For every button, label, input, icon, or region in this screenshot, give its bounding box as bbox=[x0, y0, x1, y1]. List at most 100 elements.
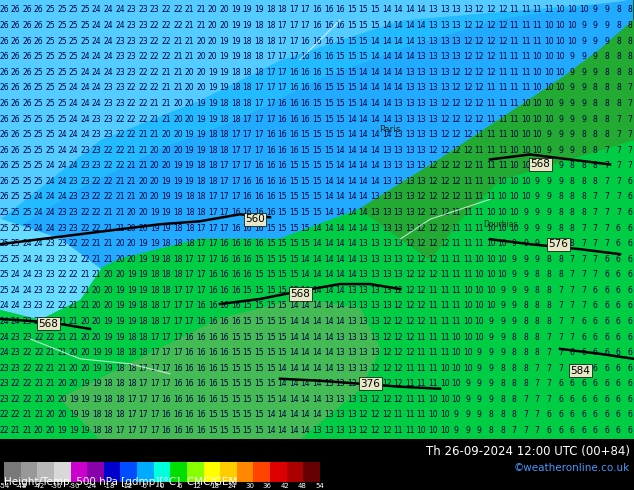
Text: 20: 20 bbox=[208, 5, 217, 15]
Text: 21: 21 bbox=[115, 223, 125, 233]
Text: 16: 16 bbox=[184, 333, 194, 342]
Text: 9: 9 bbox=[569, 146, 574, 155]
Text: 10: 10 bbox=[463, 317, 472, 326]
Text: 10: 10 bbox=[521, 99, 531, 108]
Text: 26: 26 bbox=[0, 68, 9, 77]
Text: 11: 11 bbox=[440, 333, 450, 342]
Text: 11: 11 bbox=[509, 83, 519, 92]
Text: 7: 7 bbox=[604, 146, 609, 155]
Text: 9: 9 bbox=[581, 83, 586, 92]
Text: 15: 15 bbox=[254, 395, 264, 404]
Text: 14: 14 bbox=[370, 177, 380, 186]
Text: 11: 11 bbox=[463, 270, 472, 279]
Text: 8: 8 bbox=[593, 83, 598, 92]
Text: 10: 10 bbox=[521, 130, 531, 139]
Text: 22: 22 bbox=[138, 52, 148, 61]
Text: 17: 17 bbox=[127, 395, 136, 404]
Text: 15: 15 bbox=[243, 364, 252, 373]
Text: 14: 14 bbox=[370, 37, 380, 46]
Text: 16: 16 bbox=[197, 333, 206, 342]
Text: 15: 15 bbox=[219, 411, 229, 419]
Text: 21: 21 bbox=[115, 193, 125, 201]
Text: 14: 14 bbox=[335, 239, 345, 248]
Text: 10: 10 bbox=[498, 223, 507, 233]
Text: 6: 6 bbox=[628, 426, 633, 435]
Text: 6: 6 bbox=[178, 484, 182, 490]
Text: 22: 22 bbox=[11, 411, 20, 419]
Text: 14: 14 bbox=[370, 68, 380, 77]
Text: 13: 13 bbox=[335, 426, 345, 435]
Text: 19: 19 bbox=[92, 395, 101, 404]
Text: 19: 19 bbox=[231, 52, 241, 61]
Text: 25: 25 bbox=[68, 5, 79, 15]
Text: 13: 13 bbox=[382, 301, 391, 311]
Text: 17: 17 bbox=[278, 68, 287, 77]
Text: 8: 8 bbox=[547, 270, 551, 279]
Text: 22: 22 bbox=[127, 83, 136, 92]
Text: 26: 26 bbox=[0, 177, 9, 186]
Text: 18: 18 bbox=[197, 193, 206, 201]
Text: 11: 11 bbox=[463, 239, 472, 248]
Text: 18: 18 bbox=[115, 379, 125, 389]
Text: 23: 23 bbox=[103, 99, 113, 108]
Text: 8: 8 bbox=[581, 208, 586, 217]
Text: 9: 9 bbox=[477, 426, 482, 435]
Text: 26: 26 bbox=[22, 52, 32, 61]
Text: 18: 18 bbox=[197, 208, 206, 217]
Text: 13: 13 bbox=[347, 426, 356, 435]
Text: 17: 17 bbox=[197, 223, 206, 233]
Text: 9: 9 bbox=[569, 52, 574, 61]
Text: 14: 14 bbox=[382, 52, 391, 61]
Text: 19: 19 bbox=[138, 255, 148, 264]
Text: 12: 12 bbox=[463, 130, 472, 139]
Text: 14: 14 bbox=[312, 255, 322, 264]
Text: 25: 25 bbox=[46, 83, 55, 92]
Text: 10: 10 bbox=[544, 52, 553, 61]
Text: 19: 19 bbox=[254, 5, 264, 15]
Text: 11: 11 bbox=[521, 5, 531, 15]
Text: 9: 9 bbox=[593, 37, 598, 46]
Text: 12: 12 bbox=[405, 333, 415, 342]
Text: 14: 14 bbox=[301, 348, 310, 357]
Text: 11: 11 bbox=[486, 83, 496, 92]
Polygon shape bbox=[420, 0, 634, 439]
Text: 12: 12 bbox=[463, 52, 472, 61]
Text: 10: 10 bbox=[567, 21, 577, 30]
Text: 19: 19 bbox=[219, 68, 229, 77]
Text: 24: 24 bbox=[46, 193, 55, 201]
Text: 6: 6 bbox=[628, 411, 633, 419]
Text: 10: 10 bbox=[440, 379, 450, 389]
Text: 12: 12 bbox=[394, 286, 403, 295]
Text: 18: 18 bbox=[208, 161, 217, 170]
Text: 11: 11 bbox=[463, 177, 472, 186]
Text: 9: 9 bbox=[535, 223, 540, 233]
Text: 9: 9 bbox=[488, 317, 493, 326]
Text: 15: 15 bbox=[312, 130, 322, 139]
Text: 11: 11 bbox=[463, 193, 472, 201]
Text: 21: 21 bbox=[103, 223, 113, 233]
Text: 21: 21 bbox=[162, 68, 171, 77]
Text: 12: 12 bbox=[394, 364, 403, 373]
Text: 16: 16 bbox=[266, 146, 275, 155]
Text: 12: 12 bbox=[382, 411, 391, 419]
Text: 14: 14 bbox=[335, 177, 345, 186]
Bar bbox=[204, 462, 220, 482]
Text: 17: 17 bbox=[266, 68, 275, 77]
Text: 9: 9 bbox=[547, 177, 552, 186]
Text: 16: 16 bbox=[266, 161, 275, 170]
Text: 8: 8 bbox=[558, 223, 563, 233]
Text: 13: 13 bbox=[393, 193, 403, 201]
Text: 16: 16 bbox=[278, 130, 287, 139]
Text: 16: 16 bbox=[208, 270, 217, 279]
Text: 12: 12 bbox=[382, 364, 391, 373]
Text: 13: 13 bbox=[417, 177, 426, 186]
Text: 7: 7 bbox=[558, 286, 563, 295]
Text: 22: 22 bbox=[0, 411, 9, 419]
Text: 20: 20 bbox=[115, 270, 125, 279]
Text: 19: 19 bbox=[184, 130, 194, 139]
Text: 14: 14 bbox=[405, 21, 415, 30]
Text: 16: 16 bbox=[278, 161, 287, 170]
Text: 11: 11 bbox=[486, 161, 496, 170]
Text: 21: 21 bbox=[184, 21, 194, 30]
Text: 16: 16 bbox=[243, 239, 252, 248]
